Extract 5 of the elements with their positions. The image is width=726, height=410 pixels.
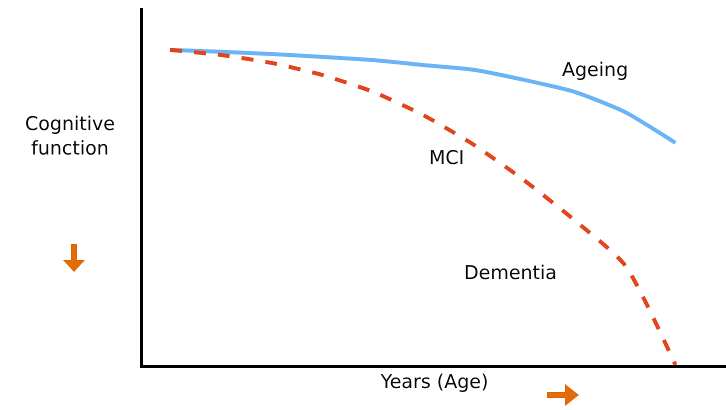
x-axis-title: Years (Age) [380,370,488,393]
series-label: Ageing [562,59,628,81]
y-axis-title: Cognitive function [25,113,115,160]
annotation: MCI [429,147,464,169]
annotation: Dementia [464,262,557,284]
